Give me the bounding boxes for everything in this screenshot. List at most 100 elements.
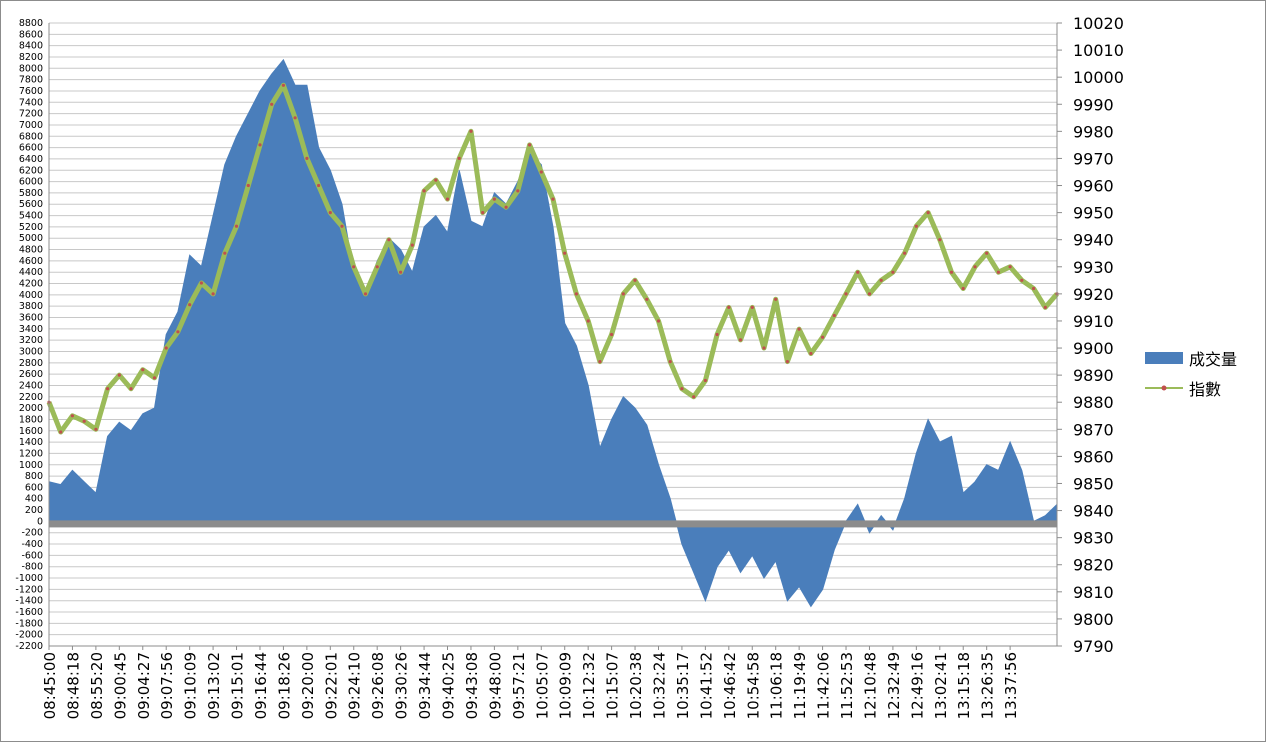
- y-left-tick-label: 6600: [19, 143, 43, 154]
- index-point-6: [117, 373, 121, 377]
- index-point-53: [668, 360, 672, 364]
- y-left-tick-label: 5200: [19, 222, 43, 233]
- y-left-tick-label: -1800: [15, 618, 43, 629]
- index-point-18: [258, 143, 262, 147]
- x-tick-label-39: 13:15:18: [955, 652, 973, 719]
- index-point-82: [1008, 265, 1012, 269]
- x-tick-label-31: 11:06:18: [768, 652, 786, 719]
- index-point-2: [70, 414, 74, 418]
- index-point-46: [586, 319, 590, 323]
- legend-item-volume: 成交量: [1145, 343, 1237, 373]
- index-point-85: [1043, 305, 1047, 309]
- index-point-75: [926, 211, 930, 215]
- y-left-tick-label: 4000: [19, 290, 43, 301]
- index-point-27: [363, 292, 368, 296]
- index-point-25: [340, 224, 344, 228]
- y-right-tick-label: 9910: [1073, 312, 1114, 331]
- x-tick-label-11: 09:20:00: [299, 652, 317, 719]
- y-left-tick-label: 8400: [19, 41, 43, 52]
- y-right-tick-label: 9790: [1073, 637, 1114, 656]
- y-left-tick-label: 5000: [19, 233, 43, 244]
- index-point-41: [528, 143, 532, 147]
- y-right-tick-label: 9970: [1073, 149, 1114, 168]
- y-left-tick-label: 0: [37, 516, 43, 527]
- x-tick-label-41: 13:37:56: [1002, 652, 1020, 719]
- y-left-tick-label: -1600: [15, 607, 43, 618]
- index-point-78: [961, 286, 965, 291]
- x-tick-label-4: 09:04:27: [135, 652, 153, 719]
- x-tick-label-30: 10:54:58: [744, 652, 762, 719]
- index-point-71: [879, 278, 883, 282]
- index-point-5: [106, 387, 110, 391]
- legend-label-index: 指數: [1189, 380, 1222, 399]
- index-point-54: [680, 387, 684, 391]
- x-tick-label-28: 10:41:52: [697, 652, 715, 719]
- y-left-tick-label: 4600: [19, 256, 43, 267]
- x-tick-label-29: 10:46:42: [721, 652, 739, 719]
- y-right-tick-label: 9880: [1073, 393, 1114, 412]
- index-point-16: [234, 224, 239, 228]
- y-left-tick-label: 2600: [19, 369, 43, 380]
- index-point-43: [551, 197, 555, 201]
- y-left-tick-label: 4400: [19, 267, 43, 278]
- index-point-58: [727, 305, 731, 309]
- y-left-tick-label: -1000: [15, 573, 43, 584]
- zero-band: [49, 520, 1057, 528]
- x-tick-label-21: 10:05:07: [533, 652, 551, 719]
- index-line-layer: [46, 82, 1059, 435]
- x-tick-label-38: 13:02:41: [932, 652, 950, 719]
- index-point-60: [750, 305, 754, 309]
- y-left-tick-label: 5600: [19, 199, 43, 210]
- y-left-tick-label: -800: [21, 562, 43, 573]
- x-tick-label-5: 09:07:56: [158, 652, 176, 719]
- y-right-tick-label: 9900: [1073, 339, 1114, 358]
- x-tick-label-10: 09:18:26: [275, 652, 293, 719]
- y-left-tick-label: 2800: [19, 358, 43, 369]
- y-right-tick-label: 9850: [1073, 474, 1114, 493]
- index-point-63: [785, 360, 790, 364]
- y-left-tick-label: -1400: [15, 596, 43, 607]
- index-point-35: [457, 156, 461, 160]
- index-point-33: [434, 178, 438, 182]
- x-tick-label-7: 09:13:02: [205, 652, 223, 719]
- x-tick-label-33: 11:42:06: [815, 652, 833, 719]
- y-left-tick-label: 8600: [19, 29, 43, 40]
- y-left-tick-label: -1200: [15, 584, 43, 595]
- y-left-tick-label: 3600: [19, 313, 43, 324]
- volume-area: [48, 58, 1058, 608]
- x-tick-label-35: 12:10:48: [861, 652, 879, 719]
- index-point-23: [317, 183, 321, 188]
- index-point-64: [797, 327, 801, 331]
- y-left-tick-label: 1000: [19, 460, 43, 471]
- y-left-tick-label: 5400: [19, 211, 43, 222]
- y-left-tick-label: 2000: [19, 403, 43, 414]
- index-point-70: [867, 292, 872, 296]
- index-point-72: [891, 270, 895, 274]
- index-point-80: [985, 251, 989, 255]
- y-left-tick-label: 3000: [19, 346, 43, 357]
- index-point-61: [762, 346, 766, 350]
- index-point-55: [692, 395, 696, 399]
- y-left-tick-label: 6200: [19, 165, 43, 176]
- legend: 成交量 指數: [1145, 343, 1237, 403]
- index-point-12: [188, 303, 192, 307]
- legend-item-index: 指數: [1145, 373, 1237, 403]
- y-right-tick-label: 10020: [1073, 14, 1124, 33]
- index-point-49: [621, 292, 625, 296]
- index-point-76: [938, 238, 942, 242]
- x-tick-label-2: 08:55:20: [88, 652, 106, 719]
- y-right-tick-label: 9820: [1073, 556, 1114, 575]
- y-left-tick-labels: -2200-2000-1800-1600-1400-1200-1000-800-…: [15, 18, 43, 652]
- legend-label-volume: 成交量: [1189, 350, 1238, 369]
- y-left-tick-label: 400: [25, 494, 43, 505]
- y-right-tick-label: 9800: [1073, 610, 1114, 629]
- x-tick-label-17: 09:40:25: [440, 652, 458, 719]
- index-point-51: [645, 297, 649, 301]
- y-left-tick-label: 2400: [19, 380, 43, 391]
- y-left-tick-label: 6000: [19, 177, 43, 188]
- index-point-1: [59, 430, 63, 434]
- index-point-32: [422, 189, 426, 193]
- y-right-tick-label: 10000: [1073, 68, 1124, 87]
- x-tick-label-19: 09:48:00: [486, 652, 504, 719]
- y-right-tick-label: 9810: [1073, 583, 1114, 602]
